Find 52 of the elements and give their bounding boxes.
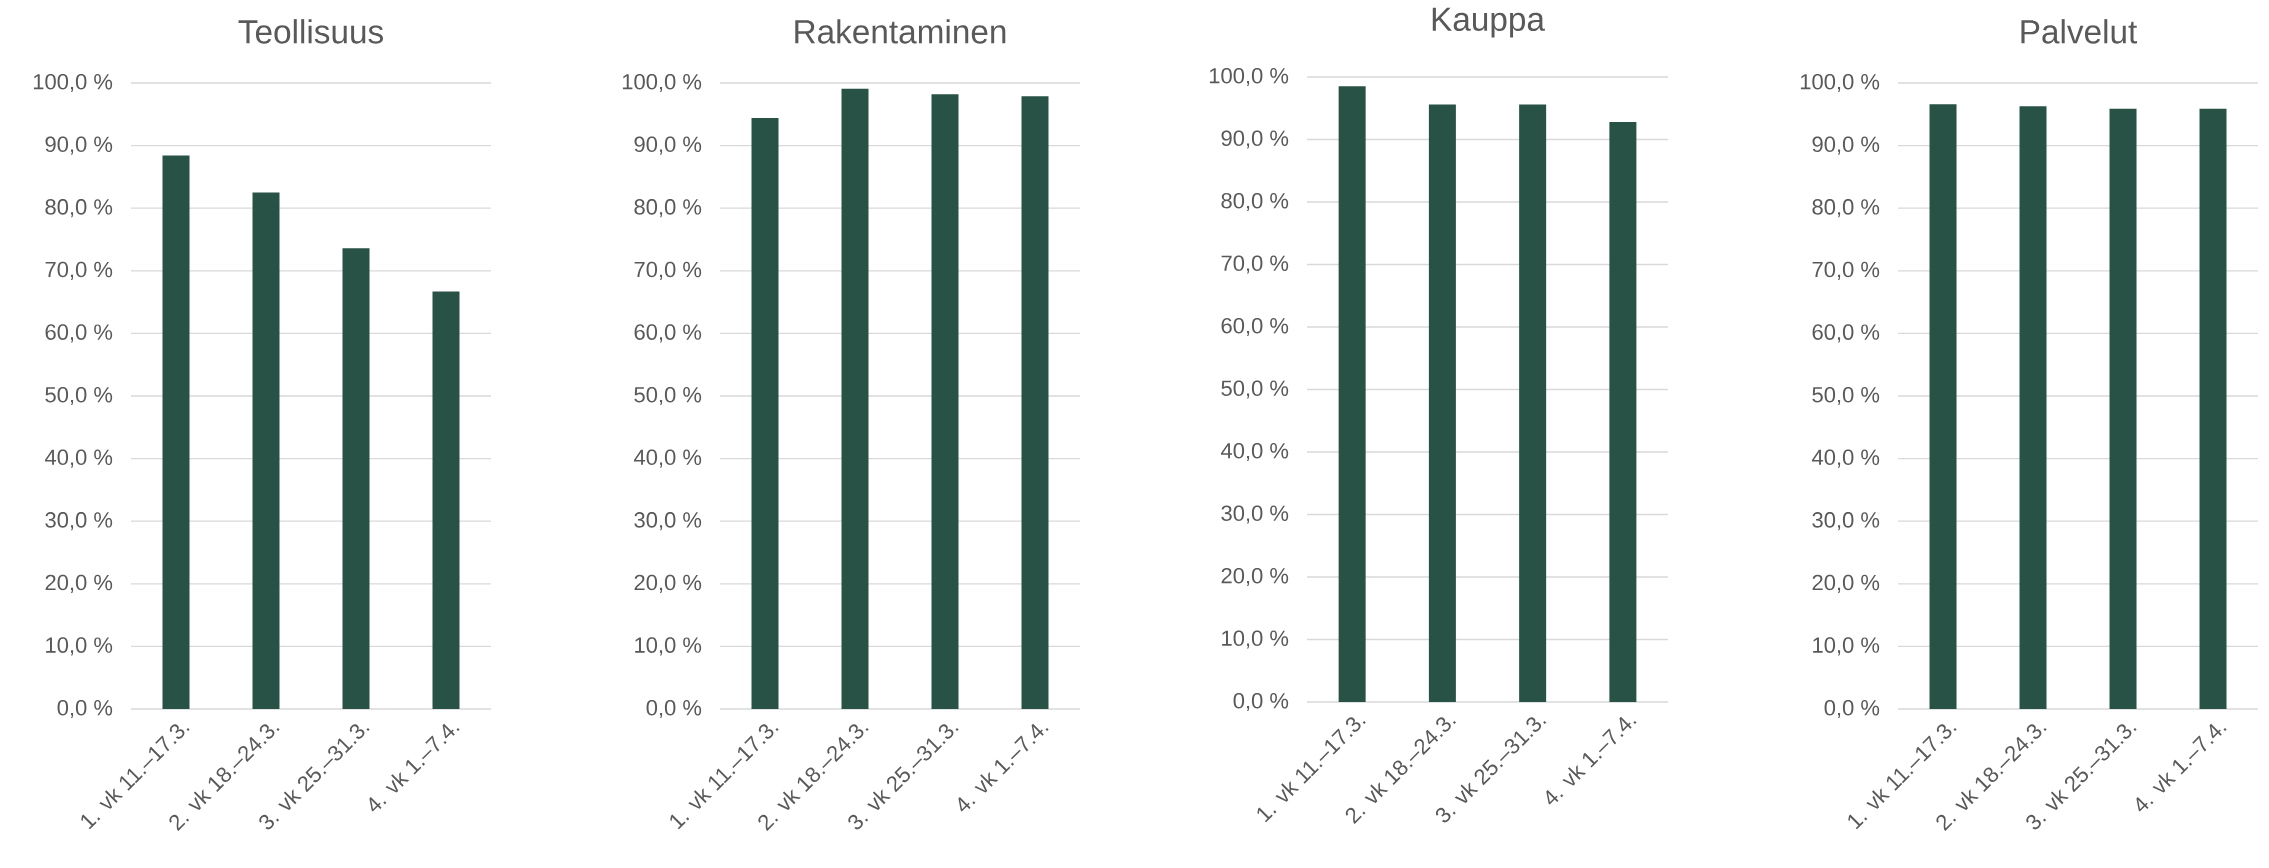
y-tick-label: 100,0 % — [33, 73, 113, 93]
chart-title: Kauppa — [1432, 7, 1545, 38]
y-tick-label: 70,0 % — [1221, 255, 1289, 274]
y-tick-label: 100,0 % — [1800, 73, 1880, 93]
y-tick-label: 50,0 % — [1812, 386, 1880, 406]
y-tick-label: 60,0 % — [45, 324, 113, 343]
y-tick-label: 50,0 % — [634, 386, 702, 406]
y-tick-label: 20,0 % — [1221, 567, 1289, 587]
y-tick-label: 20,0 % — [45, 574, 113, 593]
y-tick-label: 40,0 % — [1811, 449, 1880, 468]
bar — [162, 155, 190, 709]
y-tick-label: 100,0 % — [1209, 67, 1289, 87]
y-tick-label: 90,0 % — [1221, 130, 1289, 149]
y-tick-label: 60,0 % — [1812, 324, 1880, 343]
y-tick-label: 90,0 % — [634, 136, 702, 155]
y-tick-label: 90,0 % — [1812, 136, 1880, 155]
y-tick-label: 100,0 % — [622, 73, 702, 93]
y-tick-label: 0,0 % — [646, 699, 702, 719]
y-tick-label: 70,0 % — [634, 261, 702, 280]
y-tick-label: 10,0 % — [46, 637, 113, 656]
y-tick-label: 50,0 % — [45, 386, 113, 406]
y-tick-label: 60,0 % — [1221, 317, 1289, 337]
y-tick-label: 40,0 % — [1220, 442, 1289, 462]
y-tick-label: 20,0 % — [1812, 574, 1880, 593]
bar — [342, 248, 370, 709]
chart-title: Teollisuus — [238, 19, 383, 44]
y-tick-label: 80,0 % — [1221, 192, 1289, 212]
y-tick-label: 70,0 % — [1812, 261, 1880, 280]
y-tick-label: 80,0 % — [1812, 199, 1880, 218]
y-tick-label: 80,0 % — [45, 199, 113, 218]
y-tick-label: 10,0 % — [635, 637, 702, 656]
y-tick-label: 30,0 % — [45, 512, 113, 531]
bar — [432, 291, 460, 709]
y-tick-label: 40,0 % — [633, 449, 702, 468]
chart-title: Palvelut — [2021, 19, 2138, 44]
y-tick-label: 60,0 % — [634, 324, 702, 343]
y-tick-label: 90,0 % — [45, 136, 113, 155]
y-tick-label: 0,0 % — [1824, 699, 1880, 719]
y-tick-label: 80,0 % — [634, 199, 702, 218]
y-tick-label: 70,0 % — [45, 261, 113, 280]
y-tick-label: 40,0 % — [44, 449, 113, 468]
y-tick-label: 20,0 % — [634, 574, 702, 593]
bar — [252, 192, 280, 709]
y-tick-label: 10,0 % — [1813, 637, 1880, 656]
y-tick-label: 50,0 % — [1221, 380, 1289, 399]
y-tick-label: 30,0 % — [1221, 505, 1289, 524]
chart-title: Rakentaminen — [795, 19, 1006, 44]
y-tick-label: 30,0 % — [634, 512, 702, 531]
y-tick-label: 10,0 % — [1222, 630, 1289, 649]
y-tick-label: 0,0 % — [1233, 692, 1289, 712]
y-tick-label: 30,0 % — [1812, 512, 1880, 531]
y-tick-label: 0,0 % — [57, 699, 113, 719]
